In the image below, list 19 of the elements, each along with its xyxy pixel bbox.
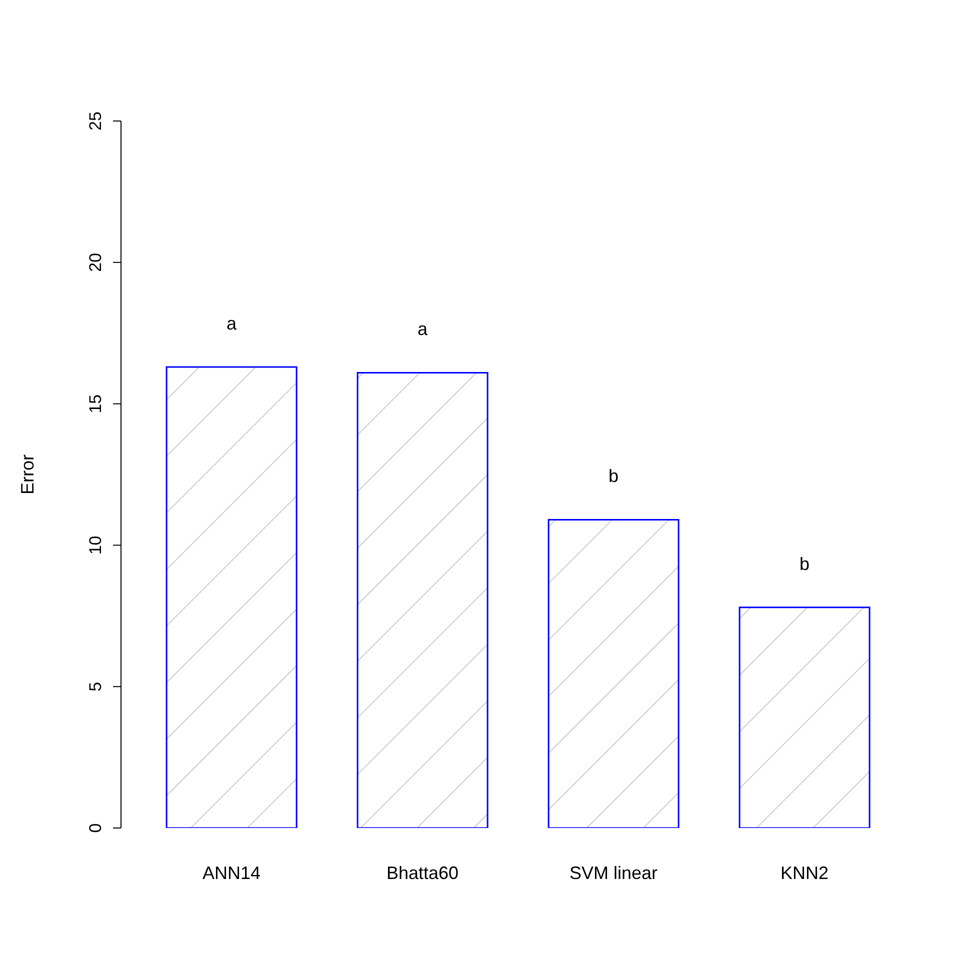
y-axis-title: Error [17, 454, 38, 494]
bar [738, 606, 870, 828]
annotation: b [608, 466, 619, 486]
annotation: b [799, 554, 810, 574]
annotation: a [226, 313, 238, 334]
y-tick-label: 20 [86, 252, 105, 272]
y-tick-label: 10 [86, 536, 105, 555]
bar [166, 366, 298, 828]
y-tick-label: 15 [86, 394, 105, 414]
annotation: a [417, 319, 428, 340]
bar [356, 372, 488, 828]
x-tick-label: SVM linear [569, 862, 658, 883]
x-tick-label: Bhatta60 [386, 862, 459, 883]
y-tick-label: 5 [86, 682, 105, 692]
y-tick-label: 0 [86, 823, 105, 833]
y-tick-label: 25 [86, 112, 105, 130]
x-tick-label: KNN2 [780, 862, 829, 883]
bar [548, 519, 680, 828]
x-tick-label: ANN14 [202, 862, 261, 883]
